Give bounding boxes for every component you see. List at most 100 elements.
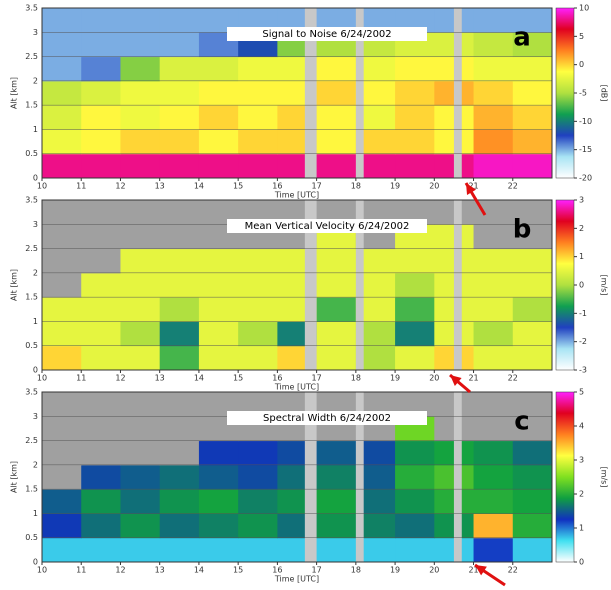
heat-cell	[159, 321, 200, 347]
heat-cell	[512, 272, 553, 298]
colorbar-tick-label: -15	[579, 145, 592, 154]
heat-cell	[238, 440, 278, 466]
heat-cell	[473, 224, 514, 250]
heat-cell	[42, 32, 82, 58]
x-tick-label: 12	[115, 374, 125, 383]
heat-cell	[395, 321, 435, 347]
heat-cell	[395, 489, 435, 514]
heat-cell	[81, 272, 121, 298]
heat-cell	[81, 297, 121, 322]
heat-cell	[395, 464, 435, 490]
heat-cell	[238, 321, 278, 347]
x-tick-label: 19	[390, 374, 400, 383]
y-tick-label: 1.5	[25, 485, 38, 494]
heat-cell	[238, 272, 278, 298]
panel-letter: c	[514, 407, 529, 437]
y-tick-label: 1.5	[25, 293, 38, 302]
panel-title: Signal to Noise 6/24/2002	[262, 29, 391, 40]
heat-cell	[81, 129, 121, 155]
heat-cell	[42, 153, 82, 179]
heat-cell	[81, 248, 121, 274]
heat-cell	[395, 56, 435, 82]
heat-cell	[81, 537, 121, 563]
heat-cell	[473, 392, 514, 417]
heat-cell	[395, 105, 435, 130]
title-box	[227, 411, 427, 425]
heat-cell	[316, 537, 357, 563]
heat-cell	[42, 345, 82, 371]
x-tick-label: 10	[37, 182, 47, 191]
heat-cell	[198, 513, 239, 539]
x-tick-label: 12	[115, 182, 125, 191]
x-tick-label: 15	[233, 566, 243, 575]
heat-cell	[473, 440, 514, 466]
heat-cell	[512, 489, 553, 514]
heat-cell	[42, 489, 82, 514]
heat-cell	[473, 464, 514, 490]
heat-cell	[198, 272, 239, 298]
heat-cell	[81, 80, 121, 106]
heat-cell	[42, 129, 82, 155]
data-gap	[355, 8, 364, 178]
heat-cell	[473, 129, 514, 155]
heat-cell	[512, 200, 553, 225]
y-tick-label: 3	[33, 28, 38, 37]
heat-cell	[159, 105, 200, 130]
heat-cell	[238, 248, 278, 274]
heat-cell	[120, 513, 161, 539]
data-gap	[355, 200, 364, 370]
heat-cell	[120, 416, 161, 442]
colorbar-tick-label: -5	[579, 89, 587, 98]
colorbar-tick-label: 2	[579, 490, 584, 499]
heat-cell	[42, 224, 82, 250]
heat-cell	[512, 297, 553, 322]
x-tick-label: 21	[468, 566, 478, 575]
heat-cell	[120, 272, 161, 298]
heat-cell	[120, 153, 161, 179]
heat-cell	[395, 153, 435, 179]
heat-cell	[395, 272, 435, 298]
heat-cell	[81, 513, 121, 539]
heat-cell	[395, 513, 435, 539]
heat-cell	[198, 464, 239, 490]
heat-cell	[120, 440, 161, 466]
heat-cell	[42, 8, 82, 33]
heat-cell	[316, 440, 357, 466]
x-tick-label: 13	[155, 374, 165, 383]
heat-cell	[395, 129, 435, 155]
heat-cell	[473, 248, 514, 274]
heat-cell	[120, 464, 161, 490]
y-tick-label: 0.5	[25, 341, 38, 350]
heat-cell	[159, 489, 200, 514]
heat-cell	[198, 345, 239, 371]
colorbar	[555, 199, 575, 371]
heat-cell	[473, 537, 514, 563]
x-tick-label: 20	[429, 182, 439, 191]
heat-cell	[473, 345, 514, 371]
data-gap	[453, 392, 462, 562]
data-gap	[355, 392, 364, 562]
heat-cell	[316, 297, 357, 322]
heat-cell	[473, 56, 514, 82]
heat-cell	[473, 153, 514, 179]
heat-cell	[81, 8, 121, 33]
heat-cell	[473, 32, 514, 58]
heat-cell	[120, 321, 161, 347]
heat-cell	[120, 32, 161, 58]
x-tick-label: 17	[312, 566, 322, 575]
colorbar-tick-label: 0	[579, 558, 584, 567]
heat-cell	[238, 345, 278, 371]
heat-cell	[81, 416, 121, 442]
heat-cell	[316, 489, 357, 514]
heat-cell	[120, 129, 161, 155]
data-gap	[304, 8, 317, 178]
heat-cell	[512, 56, 553, 82]
heat-cell	[512, 321, 553, 347]
x-tick-label: 13	[155, 182, 165, 191]
heat-cell	[159, 248, 200, 274]
heat-cell	[42, 200, 82, 225]
heat-cell	[120, 224, 161, 250]
heat-cell	[81, 105, 121, 130]
x-tick-label: 18	[351, 182, 361, 191]
heat-cell	[238, 537, 278, 563]
